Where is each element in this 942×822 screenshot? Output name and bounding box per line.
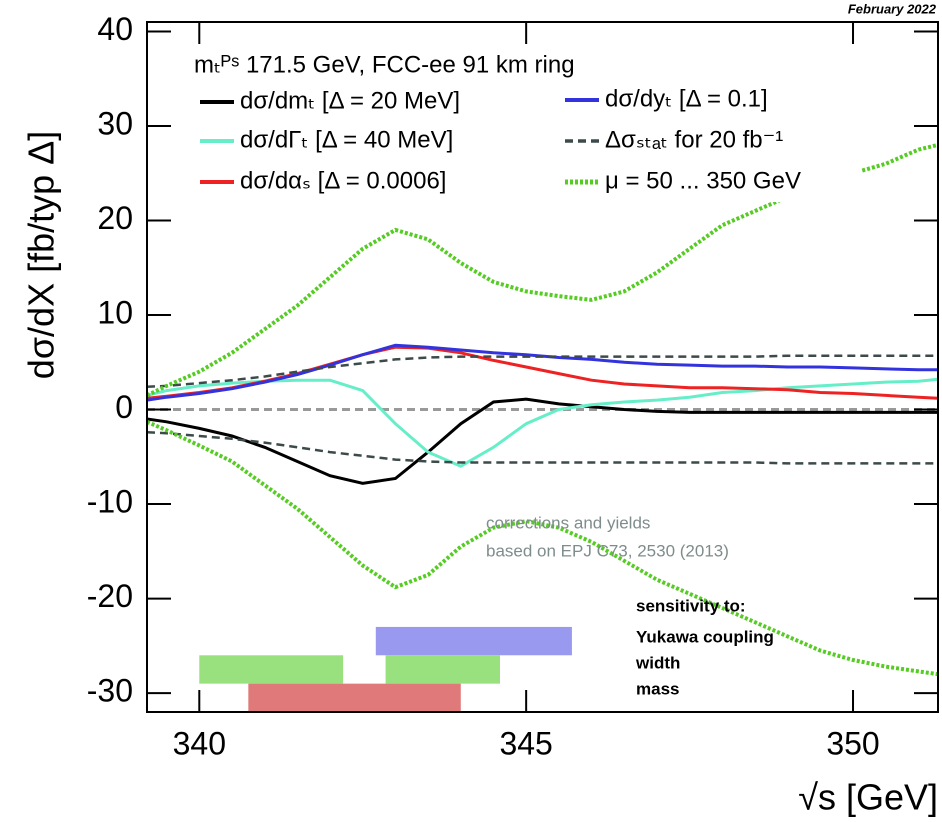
legend-label: dσ/dαₛ [Δ = 0.0006]: [240, 167, 446, 194]
stamp: February 2022: [848, 1, 937, 16]
y-tick-label: 10: [97, 294, 133, 330]
y-tick-label: 0: [115, 389, 133, 425]
y-tick-label: 30: [97, 105, 133, 141]
annotation: corrections and yields: [486, 513, 650, 532]
legend-label: dσ/dmₜ [Δ = 20 MeV]: [240, 87, 460, 114]
legend-label: μ = 50 ... 350 GeV: [605, 167, 801, 194]
legend-label: Δσₛₜₐₜ for 20 fb⁻¹: [605, 126, 783, 153]
sensitivity-band: [385, 655, 501, 684]
y-tick-label: 20: [97, 200, 133, 236]
sensitivity-band: [199, 655, 344, 684]
legend-label: dσ/dyₜ [Δ = 0.1]: [605, 85, 768, 112]
series-line: [147, 354, 938, 389]
x-tick-label: 345: [499, 725, 552, 761]
sensitivity-label: width: [635, 653, 680, 672]
x-axis-label: √s [GeV]: [798, 777, 938, 818]
series-line: [147, 419, 938, 677]
x-tick-label: 340: [173, 725, 226, 761]
y-tick-label: -20: [87, 578, 133, 614]
y-tick-label: -10: [87, 484, 133, 520]
sensitivity-band: [375, 626, 572, 656]
legend-header: mₜᴾˢ 171.5 GeV, FCC-ee 91 km ring: [194, 51, 575, 78]
sensitivity-label: Yukawa coupling: [636, 627, 774, 646]
y-axis-label: dσ/dX [fb/typ Δ]: [21, 131, 62, 379]
sensitivity-label: mass: [636, 679, 679, 698]
legend-box: [186, 40, 861, 202]
y-tick-label: 40: [97, 11, 133, 47]
y-tick-label: -30: [87, 673, 133, 709]
annotation: based on EPJ C73, 2530 (2013): [486, 541, 729, 560]
x-tick-label: 350: [826, 725, 879, 761]
frame: [146, 21, 939, 713]
plot-clip: [147, 142, 938, 712]
sensitivity-title: sensitivity to:: [636, 596, 746, 615]
series-line: [147, 430, 938, 465]
series-line: [147, 397, 938, 485]
legend-label: dσ/dΓₜ [Δ = 40 MeV]: [240, 126, 453, 153]
sensitivity-band: [248, 683, 461, 712]
